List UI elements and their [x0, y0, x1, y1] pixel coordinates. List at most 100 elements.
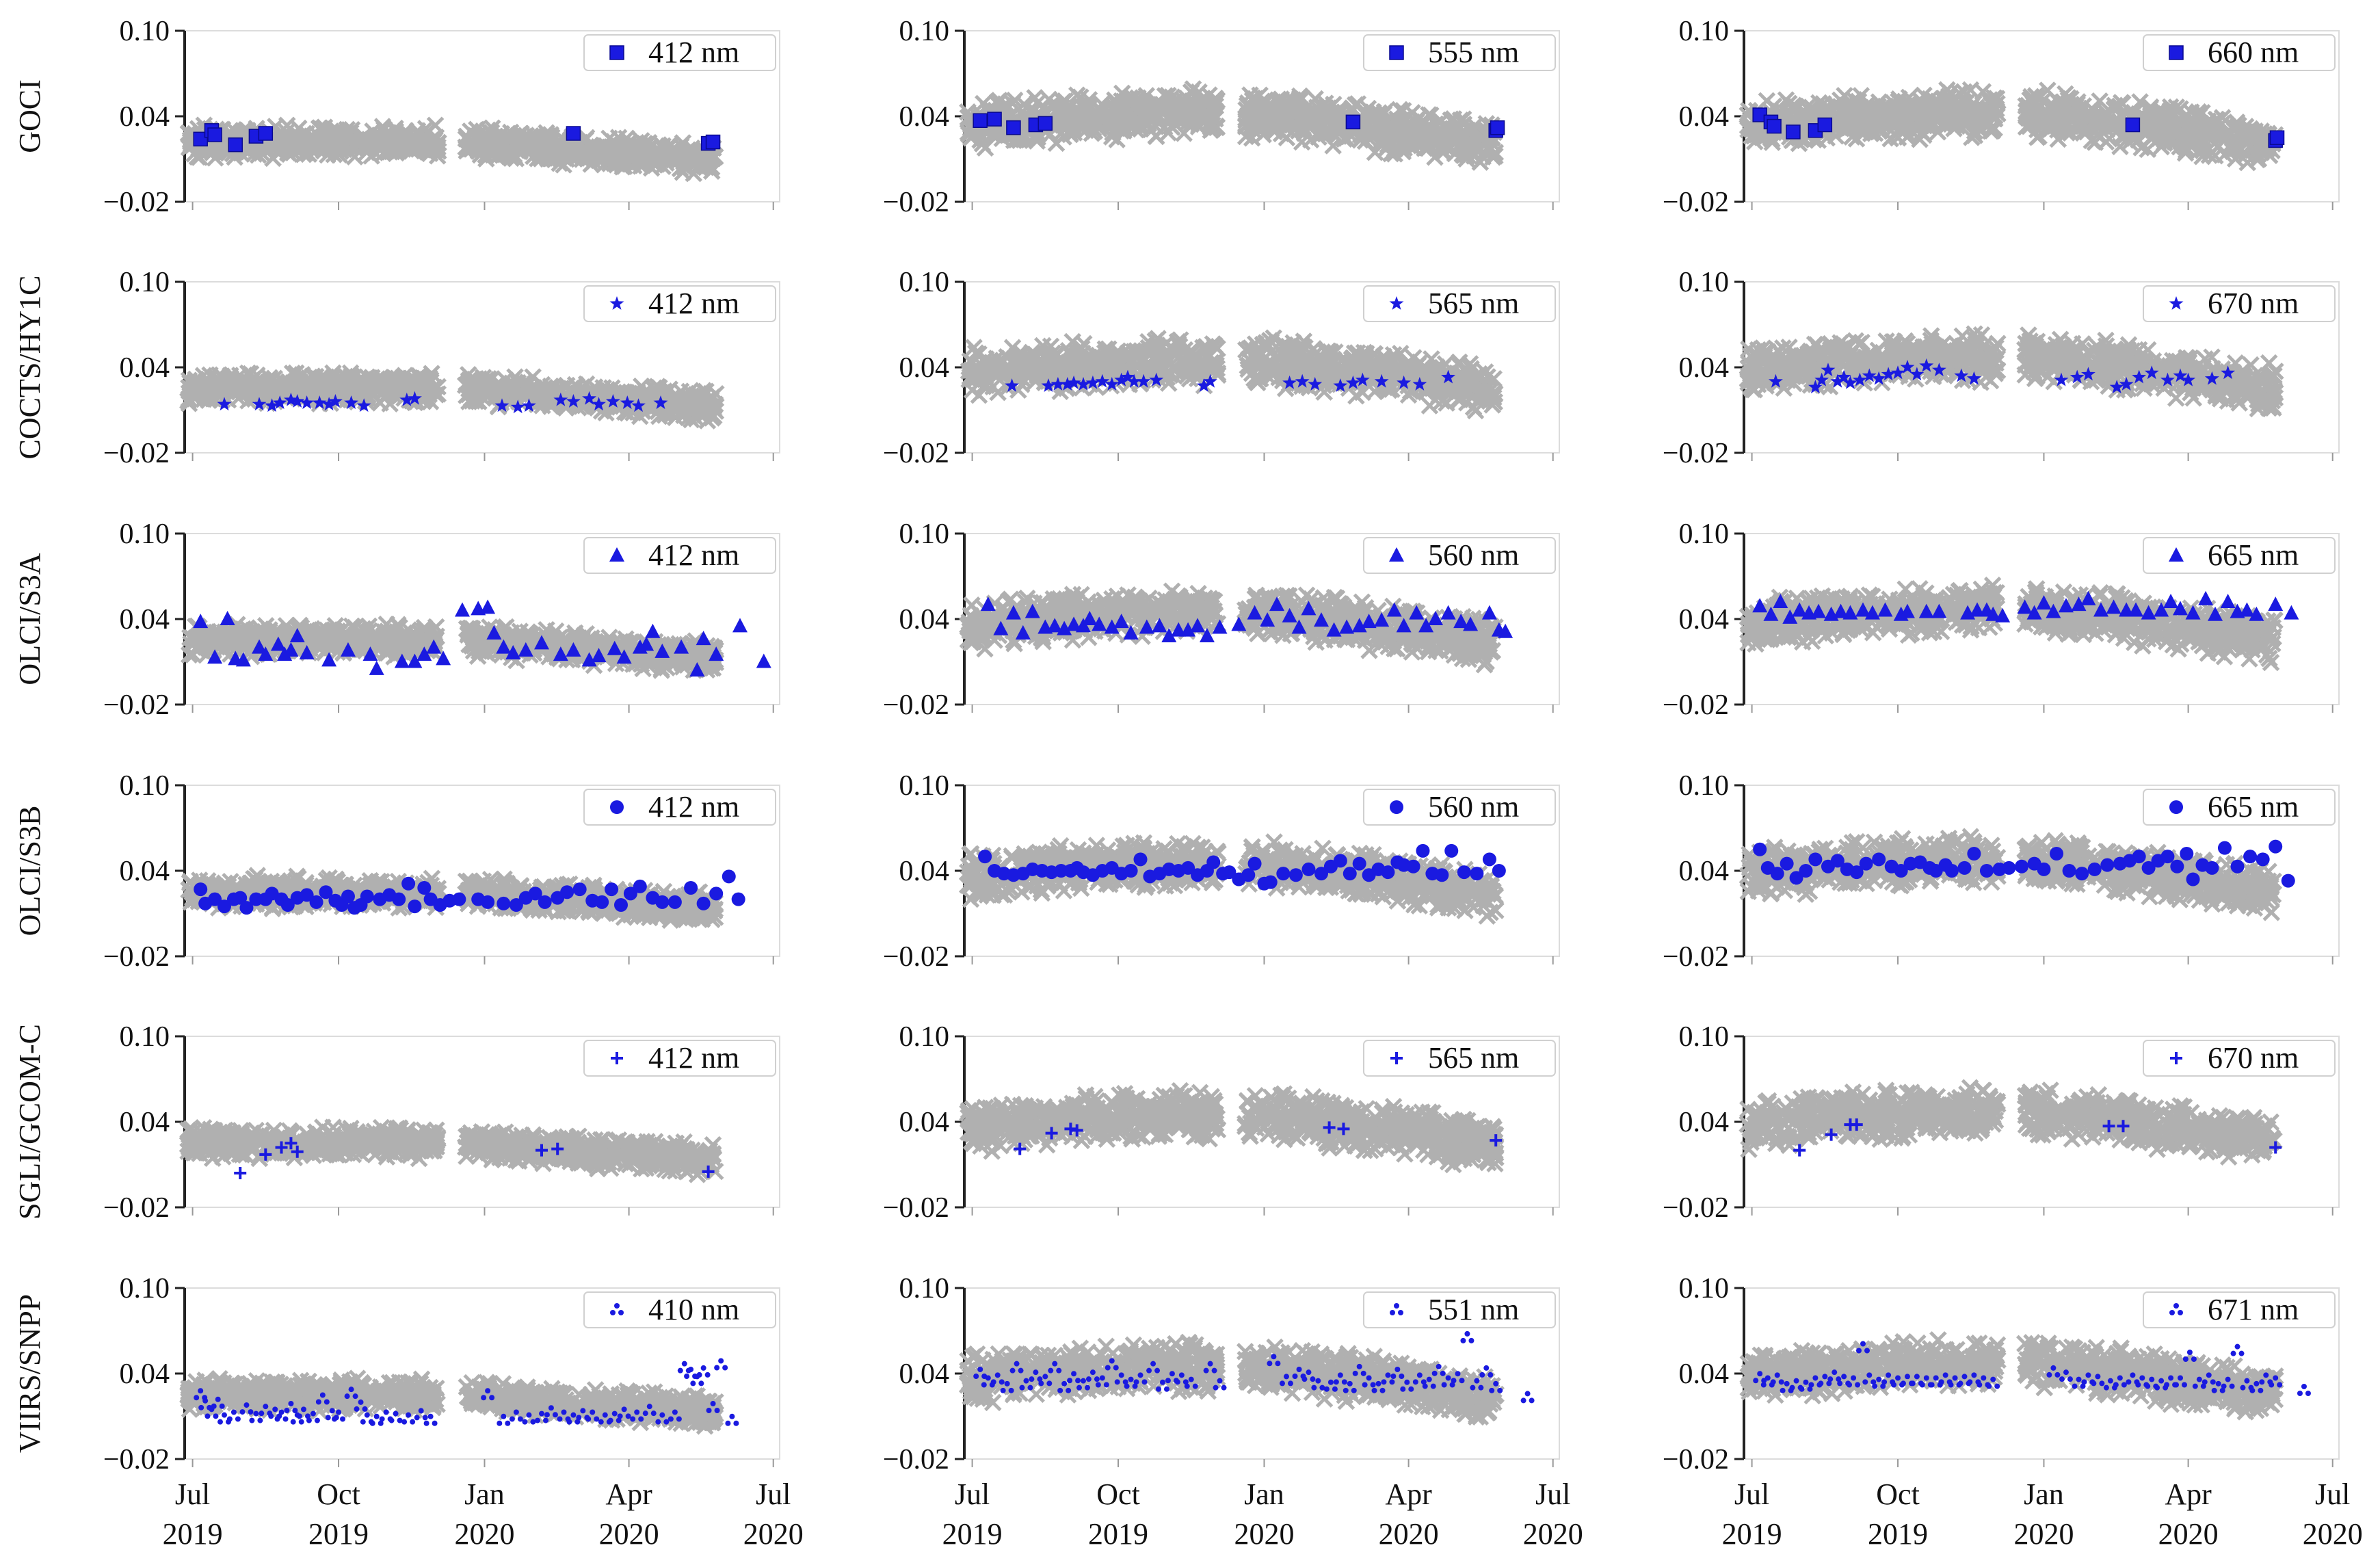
data-point: [2269, 130, 2285, 145]
reference-cloud: [1738, 325, 2284, 418]
y-tick-label: −0.02: [883, 187, 949, 218]
reference-point: [538, 148, 556, 166]
reference-point: [347, 140, 365, 158]
reference-point: [264, 149, 282, 168]
reference-cloud: [179, 364, 725, 430]
legend-label: 412 nm: [648, 36, 739, 69]
legend-box: [583, 34, 776, 71]
reference-point: [302, 141, 320, 159]
reference-point: [639, 147, 657, 165]
y-tick-label: 0.10: [1679, 267, 1730, 298]
reference-point: [639, 133, 658, 152]
reference-point: [419, 122, 438, 140]
panel-cocts-hy1c-412nm: 0.10 0.04 −0.02 412 nm: [103, 267, 780, 469]
satellite-series: [193, 123, 721, 153]
reference-point: [555, 156, 572, 174]
data-point: [193, 131, 208, 147]
reference-point: [348, 133, 366, 152]
reference-point: [308, 132, 326, 150]
legend: 412 nm: [583, 34, 776, 71]
data-point: [1817, 117, 1833, 133]
reference-point: [475, 142, 493, 161]
y-tick-label: 0.10: [899, 16, 950, 47]
legend: 660 nm: [2143, 34, 2336, 71]
legend-label: 565 nm: [1428, 287, 1519, 320]
reference-point: [618, 153, 636, 170]
reference-point: [542, 149, 560, 168]
y-tick-label: 0.04: [120, 101, 170, 133]
y-tick-label: 0.10: [120, 267, 170, 298]
legend-label: 412 nm: [648, 287, 739, 320]
data-point: [1786, 124, 1801, 140]
data-point: [1490, 120, 1505, 135]
reference-point: [619, 147, 637, 166]
reference-point: [331, 134, 349, 152]
reference-point: [560, 143, 578, 161]
reference-point: [415, 136, 434, 154]
reference-point: [671, 145, 689, 163]
reference-point: [695, 157, 713, 175]
panel-goci-555nm: 0.10 0.04 −0.02 555 nm: [883, 16, 1560, 218]
legend-label: 660 nm: [2208, 36, 2299, 69]
reference-point: [387, 142, 406, 161]
y-tick-label: −0.02: [1663, 438, 1729, 469]
y-tick-label: 0.04: [899, 352, 950, 384]
reference-point: [653, 138, 671, 157]
data-point: [2169, 45, 2184, 60]
reference-point: [428, 147, 447, 165]
reference-point: [315, 118, 334, 136]
y-tick-label: −0.02: [883, 438, 949, 469]
panel-goci-660nm: 0.10 0.04 −0.02 660 nm: [1663, 16, 2340, 218]
data-point: [1037, 116, 1053, 131]
data-point: [258, 126, 274, 141]
y-tick-label: 0.10: [1679, 16, 1730, 47]
y-tick-label: −0.02: [103, 438, 170, 469]
data-point: [1767, 118, 1782, 134]
data-point: [987, 111, 1002, 127]
y-tick-label: 0.10: [120, 16, 170, 47]
reference-point: [404, 133, 422, 150]
y-tick-label: 0.04: [1679, 352, 1730, 384]
reference-point: [702, 162, 721, 180]
data-point: [1345, 114, 1361, 130]
legend-label: 555 nm: [1428, 36, 1519, 69]
reference-point: [659, 137, 678, 156]
data-point: [228, 137, 243, 153]
reference-point: [590, 137, 608, 156]
y-tick-label: −0.02: [103, 187, 170, 218]
panel-goci-412nm: 0.10 0.04 −0.02 412 nm: [103, 16, 780, 218]
data-point: [973, 113, 988, 128]
y-tick-label: 0.04: [120, 352, 170, 384]
data-point: [1006, 120, 1021, 135]
reference-point: [484, 119, 501, 137]
legend: 565 nm: [1363, 285, 1556, 322]
reference-point: [457, 138, 475, 156]
data-point: [1389, 45, 1404, 60]
data-point: [705, 134, 721, 150]
reference-point: [318, 137, 336, 155]
y-tick-label: 0.04: [1679, 101, 1730, 133]
legend: 412 nm: [583, 285, 776, 322]
data-point: [609, 45, 624, 60]
reference-point: [280, 145, 299, 163]
data-point: [207, 127, 222, 142]
data-point: [2125, 117, 2141, 133]
legend: 555 nm: [1363, 34, 1556, 71]
reference-point: [506, 133, 524, 151]
reference-point: [490, 142, 508, 160]
y-tick-label: 0.10: [899, 267, 950, 298]
reference-cloud: [960, 329, 1504, 420]
reference-point: [249, 146, 267, 164]
reference-point: [526, 127, 544, 145]
panel-cocts-hy1c-565nm: 0.10 0.04 −0.02 565 nm: [883, 267, 1560, 469]
reference-point: [676, 158, 694, 176]
data-point: [566, 126, 581, 141]
reference-point: [188, 148, 207, 166]
y-tick-label: 0.04: [899, 101, 950, 133]
y-tick-label: −0.02: [1663, 187, 1729, 218]
reference-point: [379, 127, 397, 145]
reference-point: [277, 131, 295, 149]
